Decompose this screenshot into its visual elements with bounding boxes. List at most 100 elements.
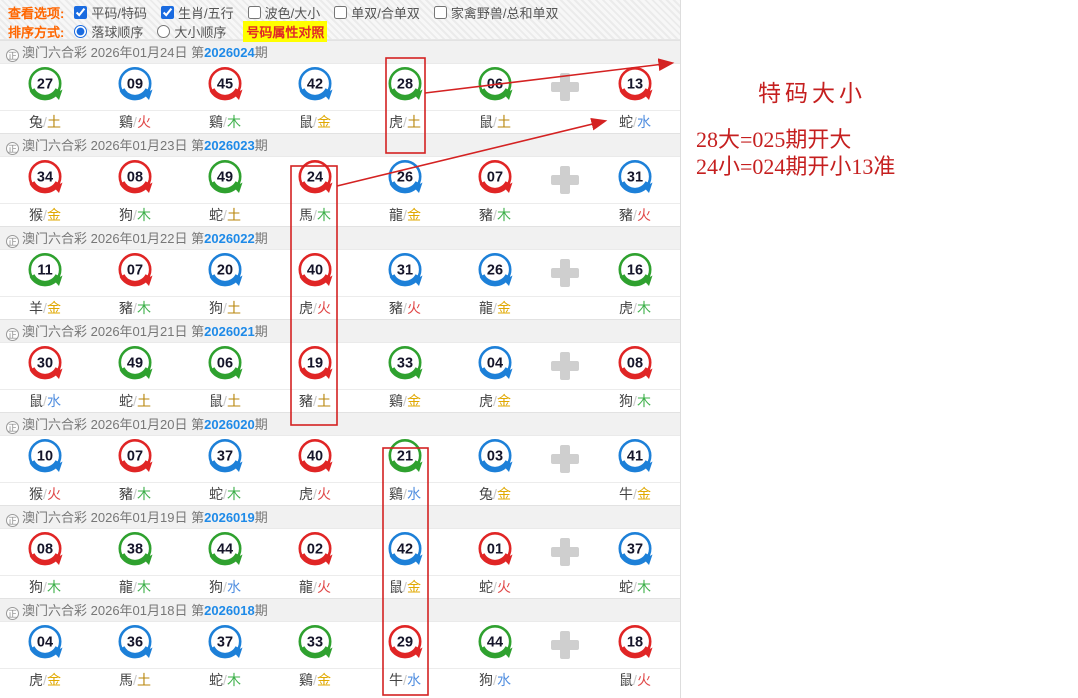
element-text: 金 bbox=[496, 485, 511, 502]
site-name: 澳门六合彩 bbox=[22, 510, 88, 525]
draw-date: 2026年01月24日 bbox=[90, 45, 188, 60]
element-text: 金 bbox=[46, 299, 61, 316]
checkbox-shengxiao-wuxing[interactable]: 生肖/五行 bbox=[160, 3, 234, 22]
ball-number: 02 bbox=[307, 541, 323, 557]
ball-cell: 04 bbox=[476, 344, 514, 389]
period-number: 第2026022期 bbox=[191, 231, 268, 246]
periods-list: 正澳门六合彩 2026年01月24日 第2026024期 27 09 45 42… bbox=[0, 40, 680, 691]
element-text: 水 bbox=[226, 578, 241, 595]
zodiac-text: 龍 bbox=[389, 206, 404, 223]
element-text: 土 bbox=[226, 299, 241, 316]
element-text: 木 bbox=[46, 578, 61, 595]
ball-number: 26 bbox=[397, 169, 413, 185]
special-attr-cell: 蛇/木 bbox=[619, 577, 651, 597]
checkbox-bose-daxiao-input[interactable] bbox=[247, 5, 261, 19]
sort-options-label: 排序方式: bbox=[8, 24, 65, 40]
period-block: 正澳门六合彩 2026年01月18日 第2026018期 04 36 37 33… bbox=[0, 598, 680, 691]
lottery-ball-graphic: 02 bbox=[298, 531, 333, 565]
checkbox-jiaqin-yeshou[interactable]: 家禽野兽/总和单双 bbox=[433, 3, 558, 22]
element-text: 木 bbox=[136, 578, 151, 595]
sort-options-row: 排序方式: 落球顺序 大小顺序 号码属性对照 bbox=[8, 20, 672, 42]
period-block: 正澳门六合彩 2026年01月22日 第2026022期 11 07 20 40… bbox=[0, 226, 680, 319]
plus-icon bbox=[551, 538, 579, 566]
site-name: 澳门六合彩 bbox=[22, 417, 88, 432]
lottery-ball-graphic: 49 bbox=[118, 345, 153, 379]
number-attribute-compare-link[interactable]: 号码属性对照 bbox=[243, 20, 328, 42]
zodiac-text: 龍 bbox=[479, 299, 494, 316]
draw-date: 2026年01月20日 bbox=[90, 417, 188, 432]
lottery-ball-graphic: 18 bbox=[618, 624, 653, 658]
checkbox-shengxiao-wuxing-input[interactable] bbox=[160, 5, 174, 19]
element-text: 土 bbox=[46, 113, 61, 130]
attrs-row: 猴/火 豬/木 蛇/木 虎/火 鷄/水 兔/金 牛/金 bbox=[0, 482, 680, 504]
zodiac-text: 狗 bbox=[119, 206, 134, 223]
element-text: 火 bbox=[496, 578, 511, 595]
attr-cell: 蛇/木 bbox=[209, 484, 241, 504]
ball-number: 08 bbox=[37, 541, 53, 557]
ball-cell: 33 bbox=[386, 344, 424, 389]
zodiac-element-label: 虎/金 bbox=[479, 392, 511, 409]
radio-drop-order[interactable]: 落球顺序 bbox=[74, 22, 143, 41]
lottery-ball-graphic: 06 bbox=[478, 66, 513, 100]
attr-cell: 鷄/金 bbox=[389, 391, 421, 411]
ball-number: 30 bbox=[37, 355, 53, 371]
special-ball-cell: 13 bbox=[616, 65, 654, 110]
period-header: 正澳门六合彩 2026年01月21日 第2026021期 bbox=[0, 319, 680, 343]
zodiac-element-label: 虎/火 bbox=[299, 485, 331, 502]
element-text: 水 bbox=[406, 671, 421, 688]
zodiac-text: 兔 bbox=[29, 113, 44, 130]
zodiac-element-label: 兔/土 bbox=[29, 113, 61, 130]
period-number: 第2026021期 bbox=[191, 324, 268, 339]
checkbox-pingma-tema[interactable]: 平码/特码 bbox=[74, 3, 147, 22]
lottery-ball-graphic: 33 bbox=[388, 345, 423, 379]
element-text: 水 bbox=[406, 485, 421, 502]
zodiac-text: 牛 bbox=[619, 485, 634, 502]
ball-number: 44 bbox=[487, 634, 503, 650]
lottery-ball-graphic: 20 bbox=[208, 252, 243, 286]
checkbox-jiaqin-yeshou-input[interactable] bbox=[433, 5, 447, 19]
ball-cell: 37 bbox=[206, 623, 244, 668]
element-text: 火 bbox=[316, 299, 331, 316]
attr-cell: 狗/土 bbox=[209, 298, 241, 318]
checkbox-bose-daxiao[interactable]: 波色/大小 bbox=[247, 3, 320, 22]
attr-cell: 狗/木 bbox=[29, 577, 61, 597]
plus-icon bbox=[551, 445, 579, 473]
ball-cell: 07 bbox=[116, 437, 154, 482]
element-text: 土 bbox=[136, 671, 151, 688]
checkbox-danshuang[interactable]: 单双/合单双 bbox=[334, 3, 420, 22]
zodiac-text: 鷄 bbox=[389, 392, 404, 409]
radio-size-order[interactable]: 大小顺序 bbox=[157, 22, 226, 41]
lottery-ball-graphic: 44 bbox=[478, 624, 513, 658]
attr-cell: 豬/木 bbox=[479, 205, 511, 225]
lottery-ball-graphic: 16 bbox=[618, 252, 653, 286]
zodiac-text: 牛 bbox=[389, 671, 404, 688]
zodiac-text: 狗 bbox=[619, 392, 634, 409]
lottery-ball-graphic: 36 bbox=[118, 624, 153, 658]
zodiac-text: 虎 bbox=[299, 299, 314, 316]
checkbox-danshuang-input[interactable] bbox=[334, 5, 348, 19]
lottery-ball-graphic: 44 bbox=[208, 531, 243, 565]
plus-cell bbox=[551, 259, 579, 287]
zodiac-element-label: 蛇/土 bbox=[119, 392, 151, 409]
zodiac-element-label: 馬/木 bbox=[299, 206, 331, 223]
period-header: 正澳门六合彩 2026年01月20日 第2026020期 bbox=[0, 412, 680, 436]
period-block: 正澳门六合彩 2026年01月24日 第2026024期 27 09 45 42… bbox=[0, 40, 680, 133]
radio-drop-order-input[interactable] bbox=[74, 24, 88, 38]
attr-cell: 虎/火 bbox=[299, 484, 331, 504]
zodiac-element-label: 狗/水 bbox=[479, 671, 511, 688]
checkbox-pingma-tema-input[interactable] bbox=[74, 5, 88, 19]
plus-cell bbox=[551, 538, 579, 566]
attr-cell: 狗/木 bbox=[119, 205, 151, 225]
ball-number: 33 bbox=[397, 355, 413, 371]
ball-number: 42 bbox=[307, 76, 323, 92]
zodiac-element-label: 龍/火 bbox=[299, 578, 331, 595]
attr-cell: 龍/金 bbox=[389, 205, 421, 225]
ball-number: 31 bbox=[397, 262, 413, 278]
ball-number: 37 bbox=[217, 634, 233, 650]
site-logo-icon: 正 bbox=[6, 607, 19, 620]
radio-size-order-input[interactable] bbox=[157, 24, 171, 38]
annotation-line-2: 24小=024期开小13准 bbox=[696, 154, 896, 179]
lottery-ball-graphic: 27 bbox=[28, 66, 63, 100]
element-text: 金 bbox=[316, 113, 331, 130]
attr-cell: 鼠/土 bbox=[479, 112, 511, 132]
